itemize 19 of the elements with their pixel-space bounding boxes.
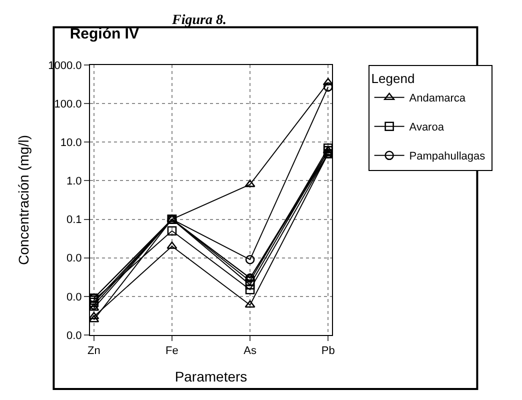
y-tick-label: 10.0 bbox=[60, 136, 82, 149]
y-tick-label: 0.1 bbox=[66, 214, 82, 226]
y-tick-label: 0.0 bbox=[66, 330, 82, 342]
chart-title: Región IV bbox=[70, 26, 139, 42]
y-axis-title: Concentración (mg/l) bbox=[16, 135, 32, 265]
x-axis-title: Parameters bbox=[174, 368, 248, 384]
legend-label: Pampahullagas bbox=[409, 150, 486, 163]
legend-label: Andamarca bbox=[409, 92, 466, 105]
y-tick-label: 100.0 bbox=[54, 98, 82, 110]
x-tick-label: Zn bbox=[87, 345, 100, 358]
y-tick-label: 0.0 bbox=[66, 291, 82, 304]
text: Figura 8. bbox=[171, 13, 226, 28]
legend-title: Legend bbox=[371, 70, 415, 86]
legend-label: Avaroa bbox=[409, 122, 445, 134]
y-tick-label: 1.0 bbox=[66, 176, 82, 188]
x-tick-label: Fe bbox=[166, 345, 178, 358]
y-tick-label: 0.0 bbox=[66, 252, 82, 265]
x-tick-label: As bbox=[244, 345, 257, 358]
x-tick-label: Pb bbox=[321, 345, 335, 358]
